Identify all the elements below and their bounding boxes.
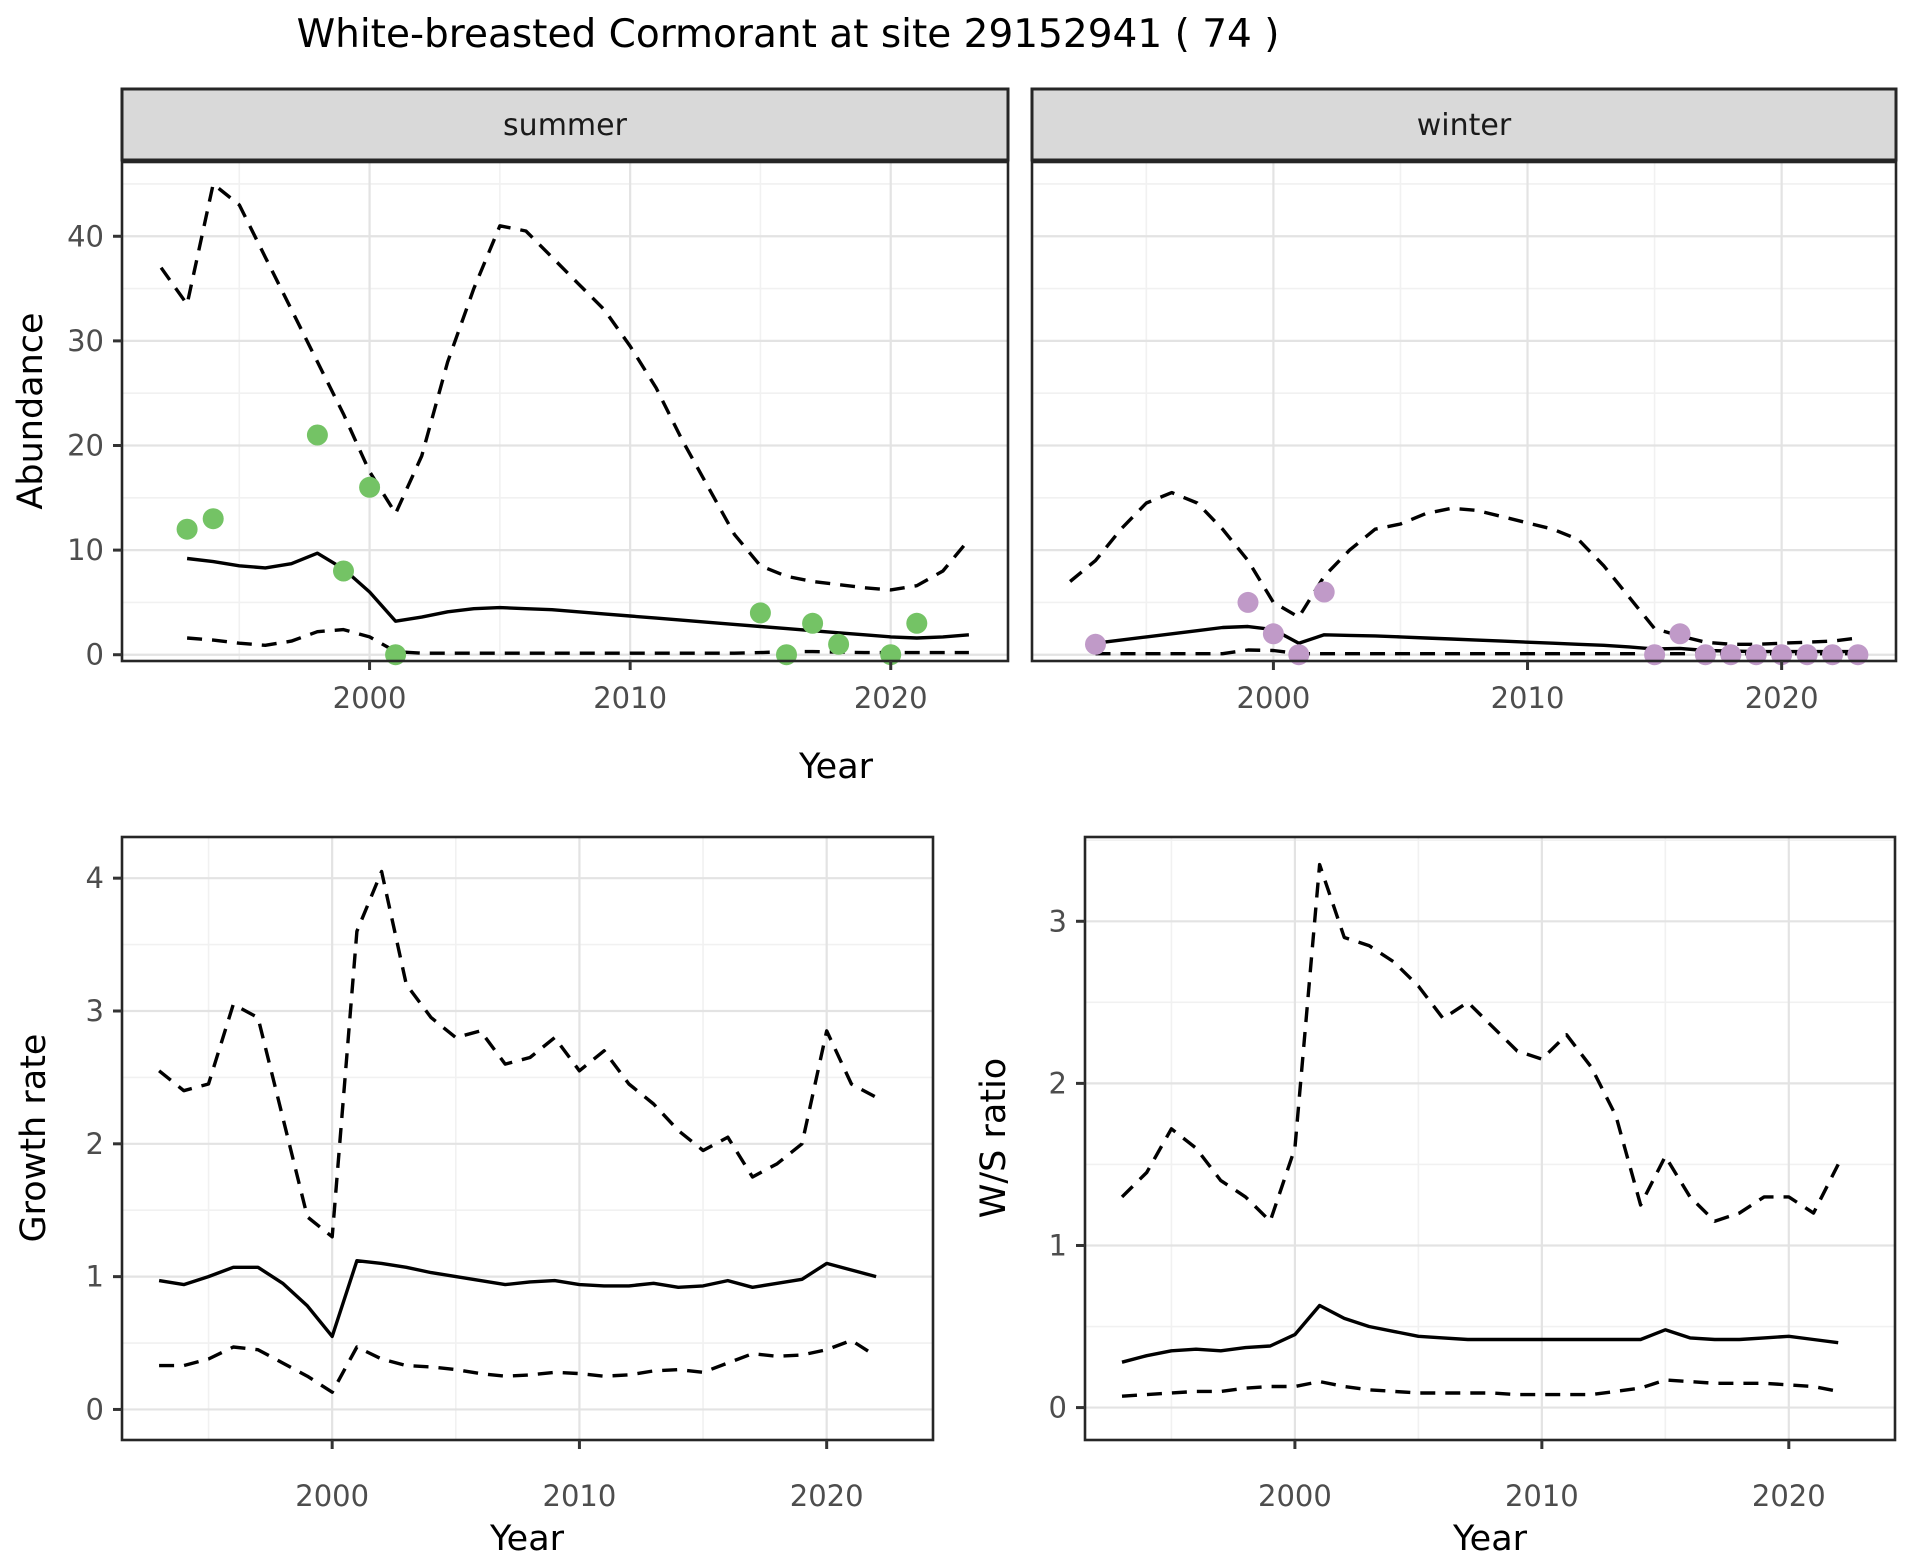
data-point-observed-counts xyxy=(828,633,850,655)
series-median xyxy=(1121,1303,1839,1364)
x-axis-title-year-bottom-right: Year xyxy=(1452,1519,1528,1559)
y-tick-label: 30 xyxy=(67,324,104,358)
panel-background xyxy=(122,162,1008,661)
y-tick-label: 2 xyxy=(1049,1066,1067,1100)
x-tick-label: 2000 xyxy=(333,681,407,715)
x-tick-label: 2010 xyxy=(1491,681,1565,715)
series-lower_ci xyxy=(1121,1378,1839,1398)
data-point-observed-counts xyxy=(202,508,224,530)
series-upper_ci xyxy=(1069,490,1859,646)
panel-background xyxy=(122,837,933,1440)
y-axis-title-growth-rate: Growth rate xyxy=(14,1034,54,1243)
y-tick-label: 0 xyxy=(86,1392,104,1426)
data-point-observed-counts xyxy=(1669,623,1691,645)
y-tick-label: 10 xyxy=(67,533,104,567)
panel-border xyxy=(120,160,1010,663)
data-point-observed-counts xyxy=(1085,633,1106,655)
x-tick-label: 2020 xyxy=(1745,681,1819,715)
facet-strip xyxy=(120,87,1010,162)
y-tick-label: 0 xyxy=(86,638,104,672)
data-point-observed-counts xyxy=(333,560,354,582)
x-tick-label: 2020 xyxy=(854,681,928,715)
facet-strip-label-winter: winter xyxy=(1417,108,1512,143)
panel-border xyxy=(1083,835,1897,1442)
series-median xyxy=(158,1259,877,1339)
x-tick-label: 2010 xyxy=(543,1479,617,1513)
y-tick-label: 40 xyxy=(67,219,104,253)
data-point-observed-counts xyxy=(906,612,928,634)
y-tick-label: 1 xyxy=(86,1260,104,1294)
data-point-observed-counts xyxy=(306,424,328,446)
y-axis-title-abundance: Abundance xyxy=(11,312,51,509)
data-point-observed-counts xyxy=(1262,623,1284,645)
x-tick-label: 2020 xyxy=(790,1479,864,1513)
x-tick-label: 2000 xyxy=(1237,681,1311,715)
plot-title: White-breasted Cormorant at site 2915294… xyxy=(297,12,1280,57)
y-tick-label: 4 xyxy=(86,861,104,895)
x-tick-label: 2000 xyxy=(1258,1479,1332,1513)
x-axis-title-year-bottom-left: Year xyxy=(489,1519,565,1559)
x-tick-label: 2000 xyxy=(295,1479,369,1513)
y-tick-label: 1 xyxy=(1049,1228,1067,1262)
facet-strip xyxy=(1030,87,1898,162)
series-upper_ci xyxy=(158,869,877,1239)
series-upper_ci xyxy=(159,182,971,592)
y-axis-title-ws-ratio: W/S ratio xyxy=(974,1058,1014,1218)
series-upper_ci xyxy=(1120,862,1840,1223)
y-tick-label: 2 xyxy=(86,1127,104,1161)
series-median xyxy=(186,551,970,640)
data-point-observed-counts xyxy=(359,476,381,498)
data-point-observed-counts xyxy=(749,602,771,624)
panel-background xyxy=(1032,162,1896,661)
data-point-observed-counts xyxy=(802,612,824,634)
y-tick-label: 0 xyxy=(1049,1391,1067,1425)
y-tick-label: 3 xyxy=(1049,904,1067,938)
data-point-observed-counts xyxy=(1313,581,1335,603)
data-point-observed-counts xyxy=(1237,591,1259,613)
x-tick-label: 2010 xyxy=(1505,1479,1579,1513)
y-tick-label: 20 xyxy=(67,428,104,462)
y-tick-label: 3 xyxy=(86,994,104,1028)
panel-border xyxy=(120,835,935,1442)
facet-strip-label-summer: summer xyxy=(503,108,628,143)
x-tick-label: 2020 xyxy=(1752,1479,1826,1513)
series-lower_ci xyxy=(159,1338,878,1394)
x-axis-title-year-top: Year xyxy=(798,747,874,787)
data-point-observed-counts xyxy=(176,518,198,540)
panel-border xyxy=(1030,160,1898,663)
x-tick-label: 2010 xyxy=(593,681,667,715)
